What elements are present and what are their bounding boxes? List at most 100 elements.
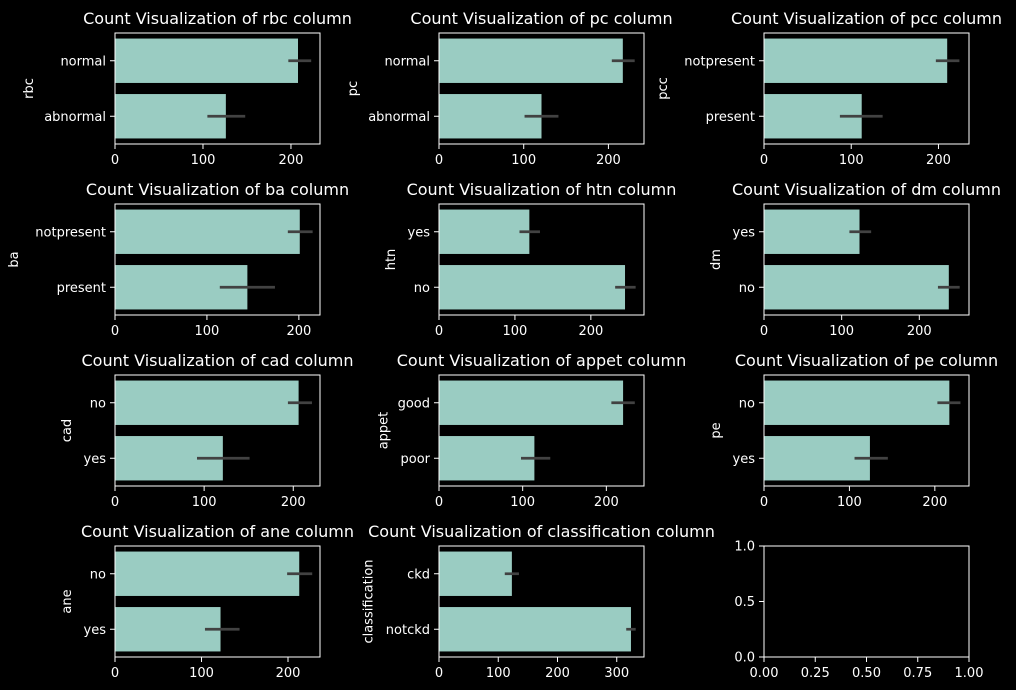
x-tick-label: 100: [503, 324, 528, 339]
category-label: normal: [60, 54, 106, 69]
x-tick-label: 100: [829, 324, 854, 339]
y-axis-label: ane: [60, 589, 75, 613]
x-tick-label: 200: [594, 495, 619, 510]
bar: [115, 38, 299, 83]
x-tick-label: 200: [926, 153, 951, 168]
bar: [115, 607, 221, 652]
subplot-11: ckd notckd 0 100 200 300 Count Visualization o…: [361, 522, 714, 681]
chart-title: Count Visualization of pc column: [410, 9, 672, 28]
x-tick-label: 200: [545, 666, 570, 681]
axes-frame: [763, 203, 970, 316]
y-axis-label: dm: [709, 249, 724, 270]
x-tick-label: 100: [486, 666, 511, 681]
x-tick-label: 200: [578, 324, 603, 339]
bar: [439, 265, 626, 310]
category-label: no: [739, 396, 755, 411]
x-tick-label: 0: [760, 495, 768, 510]
bar: [764, 209, 860, 254]
chart-title: Count Visualization of rbc column: [83, 9, 352, 28]
subplot-2: normal abnormal 0 100 200 Count Visualization…: [346, 9, 672, 168]
y-axis-label: classification: [361, 559, 376, 643]
axes-frame: [763, 32, 970, 145]
subplot-8: good poor 0 100 200 Count Visualization of ap…: [377, 351, 687, 510]
x-tick-label: 0.75: [903, 666, 932, 681]
x-tick-label: 0: [435, 324, 443, 339]
subplot-9: no yes 0 100 200 Count Visualization of pe co…: [709, 351, 998, 510]
x-tick-label: 100: [510, 495, 535, 510]
subplot-5: yes no 0 100 200 Count Visualization of htn c…: [384, 180, 676, 339]
bar: [439, 436, 535, 481]
subplot-6: yes no 0 100 200 Count Visualization of dm co…: [709, 180, 1001, 339]
axes-frame: [114, 545, 321, 658]
chart-title: Count Visualization of appet column: [397, 351, 686, 370]
subplot-12: 0.00 0.25 0.50 0.75 1.00 0.0 0.5 1.0: [734, 540, 983, 682]
category-label: ckd: [407, 567, 430, 582]
axes-frame: [763, 374, 970, 487]
bar: [764, 265, 949, 310]
chart-title: Count Visualization of dm column: [732, 180, 1001, 199]
category-label: present: [706, 110, 755, 125]
chart-title: Count Visualization of htn column: [407, 180, 677, 199]
x-tick-label: 100: [837, 495, 862, 510]
bar: [439, 38, 623, 83]
category-label: no: [739, 281, 755, 296]
bar: [115, 209, 300, 254]
x-tick-label: 0: [760, 324, 768, 339]
y-axis-label: pe: [709, 422, 724, 438]
axes-frame: [114, 203, 321, 316]
category-label: no: [414, 281, 430, 296]
x-tick-label: 100: [189, 666, 214, 681]
subplot-1: normal abnormal 0 100 200 Count Visualization…: [22, 9, 352, 168]
x-tick-label: 200: [907, 324, 932, 339]
bar: [764, 380, 950, 425]
axes-frame: [438, 545, 645, 658]
subplot-7: no yes 0 100 200 Count Visualization of cad c…: [60, 351, 353, 510]
axes-frame: [438, 32, 645, 145]
bar: [115, 551, 300, 596]
x-tick-label: 0: [111, 324, 119, 339]
y-axis-label: htn: [384, 249, 399, 271]
subplot-3: notpresent present 0 100 200 Count Visualizat…: [656, 9, 1002, 168]
category-label: notckd: [386, 623, 430, 638]
bar: [764, 38, 948, 83]
y-tick-label: 1.0: [734, 540, 755, 555]
chart-title: Count Visualization of pe column: [735, 351, 998, 370]
axes-frame: [114, 374, 321, 487]
category-label: notpresent: [684, 54, 755, 69]
chart-title: Count Visualization of ane column: [81, 522, 354, 541]
chart-title: Count Visualization of pcc column: [731, 9, 1002, 28]
category-label: good: [398, 396, 430, 411]
x-tick-label: 0: [760, 153, 768, 168]
category-label: yes: [84, 623, 107, 638]
x-tick-label: 0: [435, 495, 443, 510]
y-axis-label: pcc: [656, 77, 671, 100]
subplot-4: notpresent present 0 100 200 Count Visualizat…: [7, 180, 349, 339]
x-tick-label: 100: [191, 153, 216, 168]
x-tick-label: 300: [604, 666, 629, 681]
y-axis-label: ba: [7, 251, 22, 267]
category-label: notpresent: [35, 225, 106, 240]
x-tick-label: 200: [276, 666, 301, 681]
bar: [764, 436, 870, 481]
chart-title: Count Visualization of classification co…: [368, 522, 715, 541]
x-tick-label: 0: [111, 495, 119, 510]
x-tick-label: 0.00: [750, 666, 779, 681]
bar: [439, 551, 512, 596]
category-label: yes: [408, 225, 431, 240]
x-tick-label: 0: [435, 153, 443, 168]
x-tick-label: 0: [111, 666, 119, 681]
category-label: abnormal: [368, 110, 430, 125]
bar: [439, 380, 624, 425]
subplot-10: no yes 0 100 200 Count Visualization of ane c…: [60, 522, 354, 681]
bar: [439, 607, 631, 652]
x-tick-label: 200: [922, 495, 947, 510]
x-tick-label: 200: [281, 495, 306, 510]
category-label: normal: [384, 54, 430, 69]
bar: [115, 380, 299, 425]
x-tick-label: 0.25: [801, 666, 830, 681]
category-label: present: [57, 281, 106, 296]
x-tick-label: 100: [511, 153, 536, 168]
x-tick-label: 0: [111, 153, 119, 168]
category-label: poor: [400, 452, 430, 467]
